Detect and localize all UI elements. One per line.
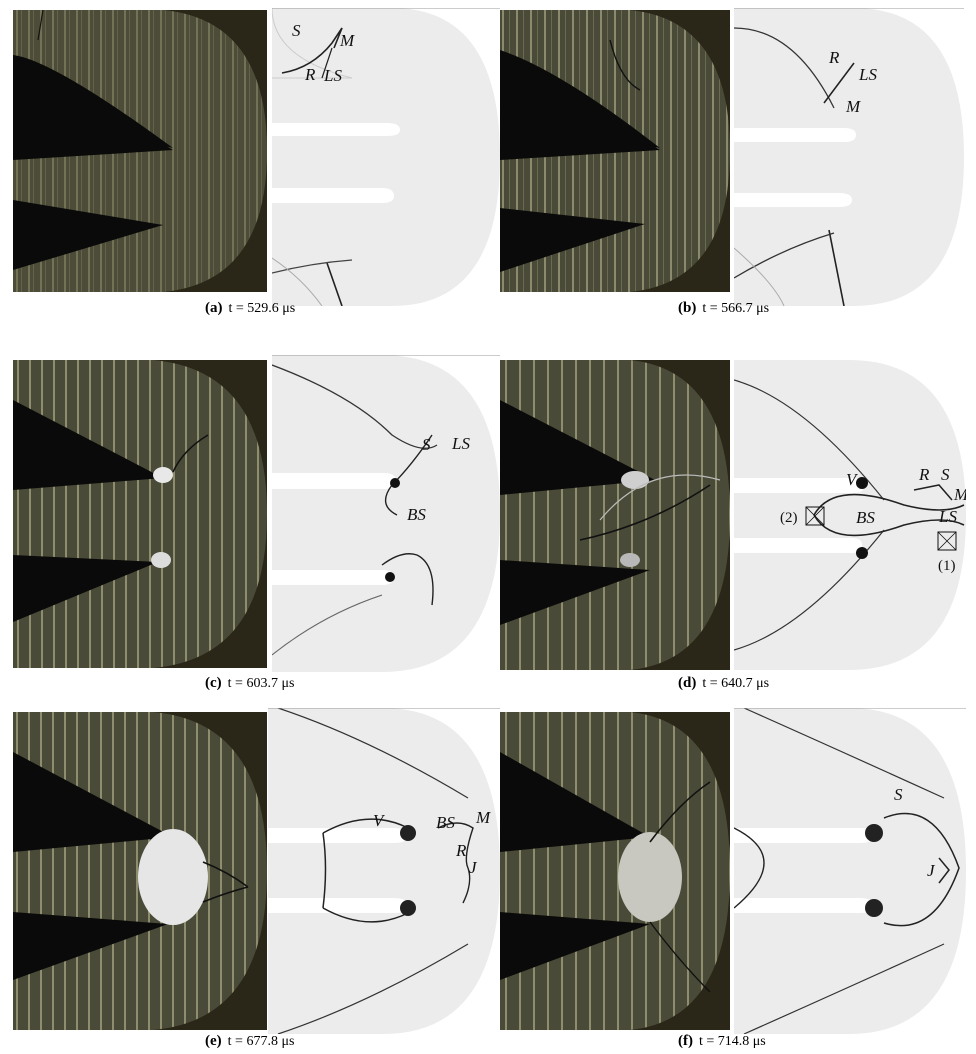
label-v: V (373, 811, 386, 830)
caption-letter: (e) (205, 1033, 222, 1049)
caption-b: (b) t = 566.7 μs (678, 300, 769, 317)
experimental-photo-f (500, 712, 730, 1030)
label-m: M (845, 97, 861, 116)
label-ls: LS (451, 434, 470, 453)
caption-d: (d) t = 640.7 μs (678, 675, 769, 692)
label-m: M (339, 31, 355, 50)
label-r: R (455, 841, 467, 860)
caption-f: (f) t = 714.8 μs (678, 1033, 766, 1050)
label-s: S (894, 785, 903, 804)
experimental-photo-b (500, 10, 730, 292)
caption-letter: (f) (678, 1033, 693, 1049)
caption-c: (c) t = 603.7 μs (205, 675, 294, 692)
caption-time: t = 677.8 μs (227, 1034, 295, 1049)
label-s: S (422, 435, 431, 454)
label-r: R (918, 465, 930, 484)
caption-letter: (c) (205, 675, 222, 691)
caption-time: t = 566.7 μs (702, 301, 770, 316)
caption-a: (a) t = 529.6 μs (205, 300, 295, 317)
label-bs: BS (856, 508, 875, 527)
label-s: S (941, 465, 950, 484)
caption-letter: (d) (678, 675, 697, 691)
label-ls: LS (323, 66, 342, 85)
caption-e: (e) t = 677.8 μs (205, 1033, 294, 1050)
caption-time: t = 714.8 μs (699, 1034, 766, 1049)
simulation-image-b: R LS M (734, 8, 964, 306)
caption-time: t = 640.7 μs (702, 676, 770, 691)
label-ls: LS (938, 507, 957, 526)
label-r: R (304, 65, 316, 84)
label-s: S (292, 21, 301, 40)
label-bs: BS (436, 813, 455, 832)
experimental-photo-a (13, 10, 267, 292)
simulation-image-c: S LS BS (272, 355, 500, 672)
label-m: M (953, 485, 966, 504)
simulation-image-a: S M R LS (272, 8, 500, 306)
experimental-photo-d (500, 360, 730, 670)
label-j: J (927, 861, 936, 880)
label-v: V (846, 470, 859, 489)
caption-time: t = 603.7 μs (227, 676, 295, 691)
label-ls: LS (858, 65, 877, 84)
caption-letter: (a) (205, 300, 223, 316)
caption-letter: (b) (678, 300, 697, 316)
simulation-image-e: V BS M R J (268, 708, 500, 1034)
experimental-photo-c (13, 360, 267, 668)
label-j: J (469, 858, 478, 877)
simulation-image-d: V R S M BS LS (2) (1) (734, 360, 966, 670)
label-m: M (475, 808, 491, 827)
simulation-image-f: S J (734, 708, 966, 1034)
label-bs: BS (407, 505, 426, 524)
marker-1: (1) (938, 558, 956, 574)
marker-2: (2) (780, 510, 798, 526)
caption-time: t = 529.6 μs (228, 301, 296, 316)
label-r: R (828, 48, 840, 67)
experimental-photo-e (13, 712, 267, 1030)
